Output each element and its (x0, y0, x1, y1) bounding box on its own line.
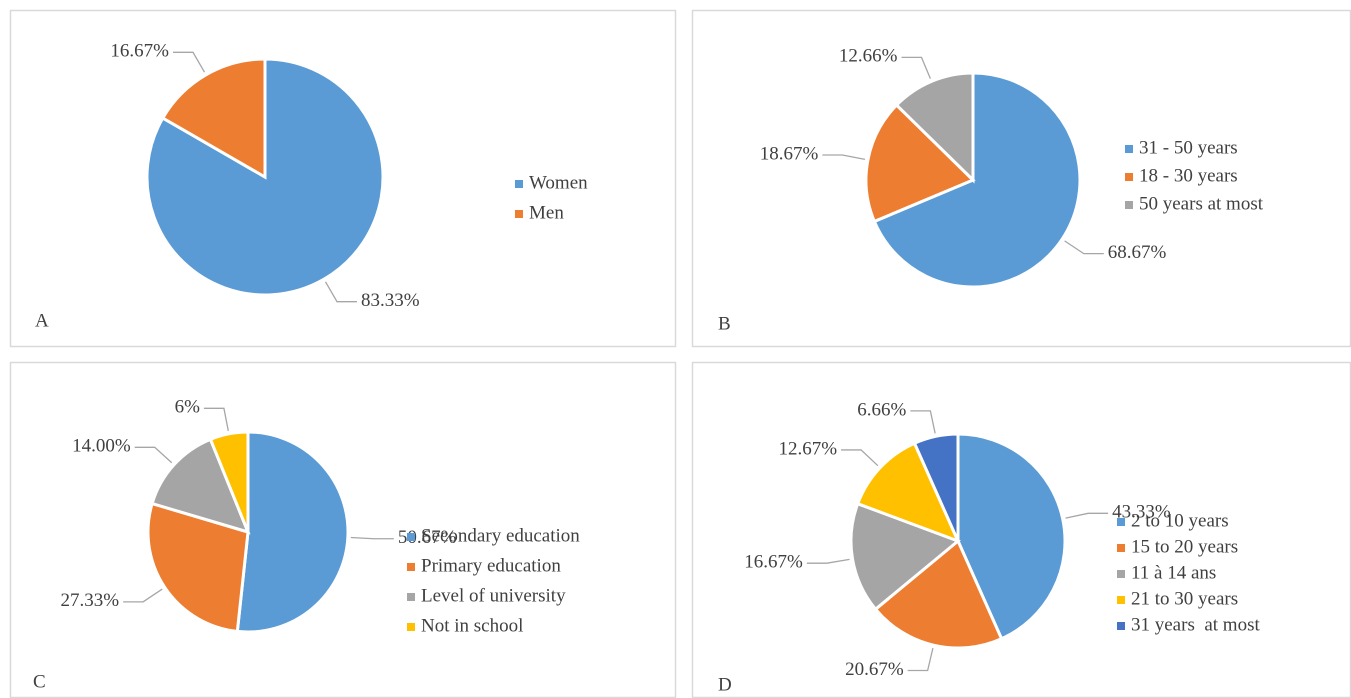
leader-line (907, 647, 934, 672)
leader-line (203, 407, 229, 432)
legend-swatch (407, 533, 415, 541)
legend-label: 50 years at most (1139, 193, 1264, 214)
pie-slice (208, 430, 250, 533)
data-label: 16.67% (744, 552, 803, 573)
legend-swatch (1117, 622, 1125, 630)
leader-line (324, 281, 358, 303)
legend-label: 15 to 20 years (1131, 536, 1238, 557)
data-label: 18.67% (760, 143, 819, 164)
pie-slice (956, 432, 1067, 641)
pie-slice (235, 430, 350, 634)
legend-label: 21 to 30 years (1131, 588, 1238, 609)
leader-line (1065, 512, 1109, 519)
panel-label: D (718, 674, 732, 695)
data-label: 68.67% (1108, 242, 1167, 263)
leader-line (822, 154, 866, 160)
data-label: 27.33% (61, 590, 120, 611)
legend-swatch (407, 623, 415, 631)
leader-line (134, 446, 173, 464)
pie-slice (150, 437, 251, 535)
data-label: 20.67% (845, 659, 904, 680)
legend-swatch (1125, 145, 1133, 153)
data-label: 6% (175, 397, 201, 418)
data-label: 50.67% (398, 527, 457, 548)
data-label: 43.33% (1112, 502, 1171, 523)
legend-label: Secondary education (421, 525, 580, 546)
panel-label: A (35, 310, 49, 331)
leader-line (910, 410, 936, 434)
leader-line (806, 558, 850, 564)
legend-label: 31 years at most (1131, 614, 1260, 635)
legend-swatch (1125, 201, 1133, 209)
legend-label: 18 - 30 years (1139, 165, 1238, 186)
data-label: 14.00% (72, 436, 131, 457)
legend-label: 2 to 10 years (1131, 510, 1229, 531)
legend-swatch (407, 563, 415, 571)
pie-slice (864, 102, 976, 224)
data-label: 12.66% (839, 46, 898, 67)
leader-line (1064, 240, 1104, 255)
data-label: 6.66% (857, 399, 906, 420)
legend-label: Women (529, 172, 588, 193)
pie-slice (160, 57, 267, 180)
pie-slice (872, 71, 1082, 289)
pie-slice (146, 501, 250, 634)
pie-slice (849, 501, 961, 612)
legend-swatch (1117, 544, 1125, 552)
data-label: 16.67% (110, 41, 169, 62)
leader-line (841, 449, 879, 467)
pie-slice (912, 432, 960, 542)
legend-swatch (515, 210, 523, 218)
leader-line (172, 51, 206, 73)
data-label: 12.67% (778, 438, 837, 459)
legend-label: Men (529, 202, 564, 223)
pie-slice (855, 441, 961, 544)
pie-slice (873, 538, 1004, 650)
legend-label: Level of university (421, 585, 566, 606)
leader-line (350, 536, 394, 540)
legend-swatch (1117, 518, 1125, 526)
legend-swatch (515, 180, 523, 188)
pie-slice (894, 71, 975, 184)
legend-label: Primary education (421, 555, 561, 576)
legend-label: 11 à 14 ans (1131, 562, 1216, 583)
legend-label: 31 - 50 years (1139, 137, 1238, 158)
pie-slice (145, 57, 385, 297)
panel-border (9, 9, 677, 348)
legend-swatch (407, 593, 415, 601)
panel-label: B (718, 313, 731, 334)
legend-swatch (1117, 570, 1125, 578)
legend-swatch (1125, 173, 1133, 181)
legend-label: Not in school (421, 615, 523, 636)
legend-swatch (1117, 596, 1125, 604)
data-label: 83.33% (361, 290, 420, 311)
leader-line (901, 56, 931, 79)
panel-label: C (33, 671, 46, 692)
leader-line (123, 588, 163, 603)
